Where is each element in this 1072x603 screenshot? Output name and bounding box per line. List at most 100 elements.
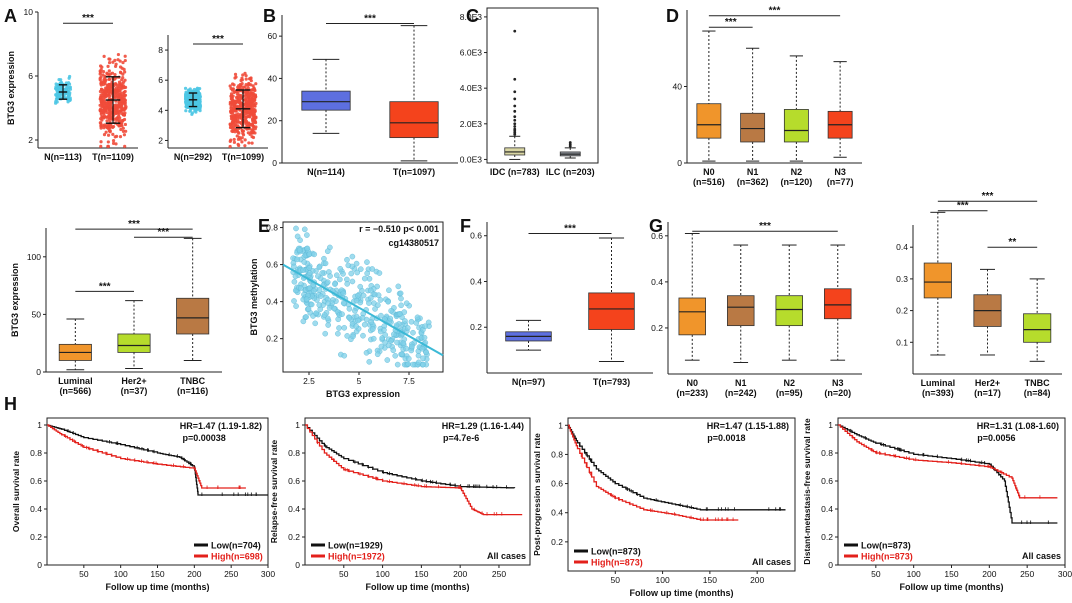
data-point: [102, 133, 107, 137]
data-point: [367, 287, 374, 294]
data-point: [382, 332, 389, 338]
data-point: [194, 110, 198, 114]
data-point: [229, 92, 234, 96]
data-point: [123, 122, 128, 127]
data-point: [294, 256, 300, 263]
data-point: [123, 78, 127, 82]
data-point: [240, 129, 245, 133]
significance-label: ***: [769, 6, 781, 17]
data-point: [195, 102, 199, 106]
y-tick-label: 0.6: [266, 260, 278, 270]
data-point: [301, 259, 308, 265]
plot-frame: [567, 417, 796, 572]
y-tick-label: 8: [158, 45, 163, 55]
data-point: [236, 142, 240, 146]
data-point: [120, 99, 125, 103]
data-point: [400, 340, 407, 347]
data-point: [107, 77, 111, 81]
data-point: [108, 130, 112, 134]
panel-BTG3-subtype: 0 50 100 Luminal(n=566) Her2+(n=37) TNBC(n=11…: [10, 219, 222, 396]
data-point: [231, 117, 236, 121]
significance-label: ***: [128, 219, 140, 230]
data-point: [101, 70, 106, 74]
data-point: [114, 142, 118, 146]
data-point: [366, 275, 373, 282]
y-tick-label: 1: [37, 420, 42, 430]
y-tick-label: 10: [24, 7, 34, 17]
data-point: [327, 273, 333, 279]
data-point: [117, 110, 122, 114]
data-point: [229, 97, 233, 101]
data-point: [100, 104, 104, 108]
panel-letter: H: [4, 394, 17, 414]
y-tick-label: 0.6: [470, 231, 482, 241]
panel-F: 0.2 0.4 0.6 N(n=97) T(n=793) ***: [470, 222, 653, 387]
data-point: [410, 329, 416, 336]
data-point: [108, 115, 112, 119]
data-point: [118, 134, 123, 139]
y-tick-label: 50: [32, 309, 42, 319]
data-point: [123, 101, 127, 105]
data-point: [387, 315, 394, 322]
x-tick-label: 100: [655, 575, 669, 585]
group-n-label: (n=566): [59, 386, 91, 396]
data-point: [107, 89, 111, 93]
km-curve-1: [838, 424, 1058, 499]
data-point: [240, 78, 244, 82]
y-tick-label: 0.0E3: [460, 154, 482, 164]
data-point: [376, 270, 383, 276]
y-tick-label: 2: [28, 135, 33, 145]
panel-H4: 50 100 150 200 250 300 0 0.2 0.4 0.6 0.8 1 HR=1.31 (…: [802, 417, 1072, 592]
km-curve-1: [47, 424, 246, 489]
data-point: [124, 129, 128, 133]
data-point: [344, 333, 350, 339]
x-axis-title: Follow up time (months): [106, 582, 210, 592]
data-point: [247, 99, 251, 104]
outlier-point: [513, 29, 517, 33]
p-value: p=0.0018: [707, 433, 745, 443]
data-point: [232, 108, 237, 112]
data-point: [305, 306, 312, 312]
data-point: [124, 105, 128, 109]
data-point: [122, 113, 126, 117]
legend-label: Low(n=1929): [328, 541, 383, 551]
km-curve-0: [568, 424, 786, 511]
x-tick-label: 5: [357, 376, 362, 386]
data-point: [250, 141, 254, 145]
data-point: [249, 122, 253, 127]
group-n-label: (n=77): [827, 177, 854, 187]
y-axis-title: BTG3 expression: [6, 51, 16, 125]
data-point: [337, 276, 343, 283]
data-point: [291, 278, 298, 285]
data-point: [253, 131, 257, 135]
data-point: [321, 312, 328, 318]
group-n-label: (n=37): [121, 386, 148, 396]
panel-A2: 2 4 6 8 N(n=292) T(n=1099) ***: [158, 34, 268, 162]
data-point: [246, 121, 250, 125]
data-point: [108, 107, 112, 111]
data-point: [117, 101, 122, 105]
data-point: [123, 85, 128, 89]
y-tick-label: 0.4: [288, 504, 300, 514]
data-point: [101, 93, 106, 97]
data-point: [68, 74, 72, 79]
x-tick-label: 150: [703, 575, 717, 585]
group-label: IDC (n=783): [490, 167, 540, 177]
group-label: N2: [791, 167, 803, 177]
data-point: [108, 84, 112, 88]
data-point: [353, 323, 359, 330]
data-point: [246, 93, 250, 97]
box-0: [301, 90, 351, 111]
data-point: [98, 70, 103, 74]
group-label: N1: [735, 378, 747, 388]
data-point: [368, 319, 374, 325]
data-point: [390, 347, 397, 354]
y-axis-title: BTG3 methylation: [249, 258, 259, 335]
group-label: TNBC: [1025, 378, 1050, 388]
group-n-label: (n=20): [824, 388, 851, 398]
data-point: [378, 343, 385, 350]
data-point: [366, 359, 373, 365]
x-tick-label: 150: [414, 569, 428, 579]
y-tick-label: 40: [268, 73, 278, 83]
data-point: [336, 325, 342, 331]
